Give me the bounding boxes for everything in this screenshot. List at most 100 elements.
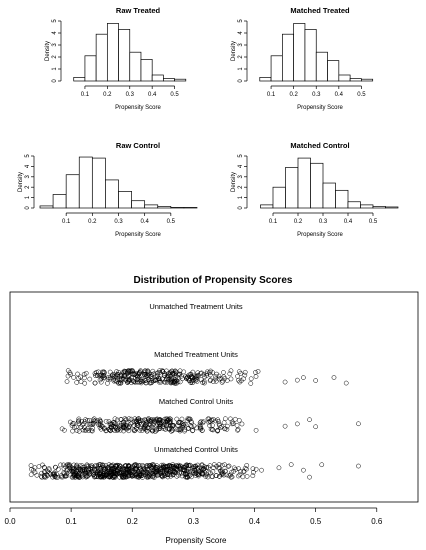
data-point bbox=[60, 474, 65, 480]
data-point bbox=[38, 473, 44, 479]
x-tick-label: 0.5 bbox=[170, 92, 179, 98]
y-tick-label: 3 bbox=[238, 43, 244, 47]
x-tick-label: 0.4 bbox=[344, 219, 353, 225]
histogram-bar bbox=[347, 201, 361, 209]
data-point bbox=[92, 474, 97, 480]
y-tick-label: 1 bbox=[238, 195, 244, 199]
histogram-bar bbox=[304, 29, 317, 82]
data-point bbox=[206, 465, 211, 470]
data-point bbox=[46, 467, 52, 473]
data-point bbox=[111, 419, 116, 425]
x-axis-label: Propensity Score bbox=[297, 105, 343, 111]
data-point bbox=[211, 462, 217, 467]
data-point bbox=[356, 421, 361, 427]
data-point bbox=[131, 379, 137, 385]
data-point bbox=[117, 464, 123, 470]
histogram-bar bbox=[282, 33, 295, 82]
data-point bbox=[115, 372, 120, 378]
data-point bbox=[144, 463, 150, 469]
data-point bbox=[251, 470, 256, 475]
data-point bbox=[150, 462, 155, 468]
histogram-bar bbox=[361, 78, 374, 82]
data-point bbox=[111, 378, 117, 384]
y-tick-label: 0 bbox=[238, 79, 244, 83]
data-point bbox=[201, 466, 207, 471]
data-point bbox=[144, 428, 150, 434]
data-point bbox=[142, 378, 148, 383]
y-tick-label: 2 bbox=[52, 55, 58, 59]
data-point bbox=[131, 372, 136, 377]
histogram-bar bbox=[322, 182, 336, 209]
data-point bbox=[126, 368, 132, 373]
data-point bbox=[176, 372, 181, 378]
data-point bbox=[135, 423, 141, 428]
data-point bbox=[160, 474, 165, 480]
data-point bbox=[190, 468, 196, 474]
data-point bbox=[301, 467, 306, 473]
data-point bbox=[123, 474, 129, 480]
data-point bbox=[214, 371, 220, 377]
data-point bbox=[67, 419, 73, 425]
data-point bbox=[107, 369, 113, 375]
data-point bbox=[122, 471, 128, 477]
y-tick-label: 4 bbox=[238, 31, 244, 35]
data-point bbox=[96, 463, 101, 469]
data-point bbox=[184, 474, 189, 480]
data-point bbox=[98, 474, 103, 480]
data-point bbox=[253, 374, 259, 379]
data-point bbox=[175, 374, 181, 380]
data-point bbox=[94, 369, 99, 375]
data-point bbox=[204, 465, 209, 470]
y-tick-label: 2 bbox=[238, 55, 244, 59]
data-point bbox=[177, 379, 183, 385]
data-point bbox=[55, 474, 60, 480]
histogram-bar bbox=[151, 74, 164, 82]
data-point bbox=[219, 380, 225, 385]
data-point bbox=[106, 462, 112, 467]
data-point bbox=[236, 377, 241, 383]
data-point bbox=[126, 425, 132, 430]
x-tick-label: 0.4 bbox=[335, 92, 344, 98]
y-tick-label: 1 bbox=[238, 67, 244, 71]
histogram-panel-3: Raw Control 0 1 2 3 4 5 Density 0.1 0.2 0.3 0.4 0.5 P… bbox=[18, 141, 198, 238]
data-point bbox=[214, 463, 220, 469]
data-point bbox=[118, 380, 124, 386]
data-point bbox=[74, 465, 79, 471]
panel-title: Matched Treated bbox=[290, 6, 350, 15]
data-point bbox=[28, 472, 34, 478]
data-point bbox=[123, 417, 129, 422]
y-axis-label: Density bbox=[45, 41, 51, 61]
data-point bbox=[154, 426, 160, 432]
data-point bbox=[253, 466, 259, 472]
data-point bbox=[85, 418, 90, 423]
y-tick-label: 3 bbox=[25, 174, 31, 178]
data-point bbox=[244, 474, 250, 479]
data-point bbox=[115, 427, 121, 433]
histogram-bar bbox=[129, 51, 142, 82]
data-point bbox=[74, 380, 80, 385]
data-point bbox=[177, 372, 182, 377]
data-point bbox=[229, 469, 235, 475]
data-point bbox=[187, 469, 193, 475]
data-point bbox=[142, 417, 148, 422]
data-point bbox=[149, 427, 154, 432]
data-point bbox=[156, 472, 162, 477]
data-point bbox=[180, 423, 185, 429]
x-tick-label: 0.3 bbox=[312, 92, 321, 98]
data-point bbox=[307, 417, 312, 423]
x-tick-label: 0.3 bbox=[114, 219, 123, 225]
y-tick-label: 1 bbox=[25, 195, 31, 199]
data-point bbox=[162, 416, 168, 422]
data-point bbox=[99, 369, 105, 375]
data-point bbox=[161, 464, 166, 470]
data-point bbox=[102, 370, 107, 376]
data-point bbox=[181, 467, 187, 473]
data-point bbox=[179, 376, 185, 382]
data-point bbox=[222, 426, 228, 432]
data-point bbox=[140, 470, 146, 476]
data-point bbox=[70, 467, 76, 473]
data-point bbox=[89, 463, 95, 468]
data-point bbox=[71, 462, 77, 468]
data-point bbox=[185, 425, 191, 431]
data-point bbox=[213, 418, 219, 424]
